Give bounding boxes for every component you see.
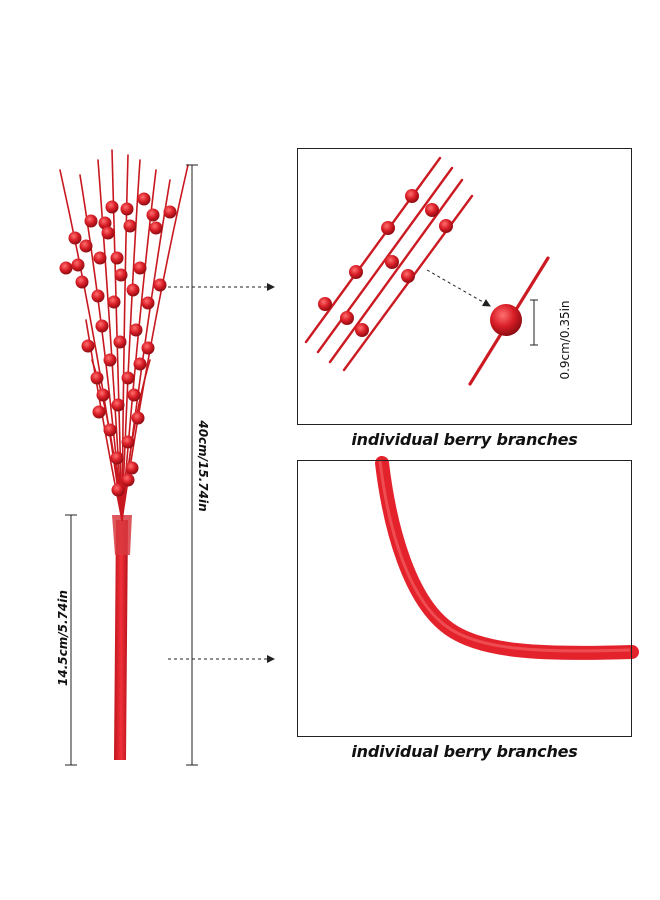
caption-berry-branches-bottom: individual berry branches [351, 742, 578, 761]
single-berry [490, 304, 522, 336]
closeup-panel-berries [297, 148, 632, 425]
stem-length-label: 14.5cm/5.74in [56, 590, 70, 686]
berry-branches-closeup [304, 156, 550, 386]
closeup-panel-stem [297, 460, 632, 737]
stem-wire-closeup [375, 456, 639, 660]
callout-arrows [168, 283, 275, 663]
berry-spray [59, 149, 189, 760]
berry-diameter-label: 0.9cm/0.35in [558, 300, 572, 380]
berry-cluster [59, 192, 177, 497]
main-stem [114, 520, 128, 760]
total-length-label: 40cm/15.74in [196, 420, 210, 512]
berry-zoom-arrow [426, 269, 491, 307]
stem-collar [112, 515, 132, 555]
dimension-lines [65, 164, 198, 766]
caption-berry-branches-top: individual berry branches [351, 430, 578, 449]
